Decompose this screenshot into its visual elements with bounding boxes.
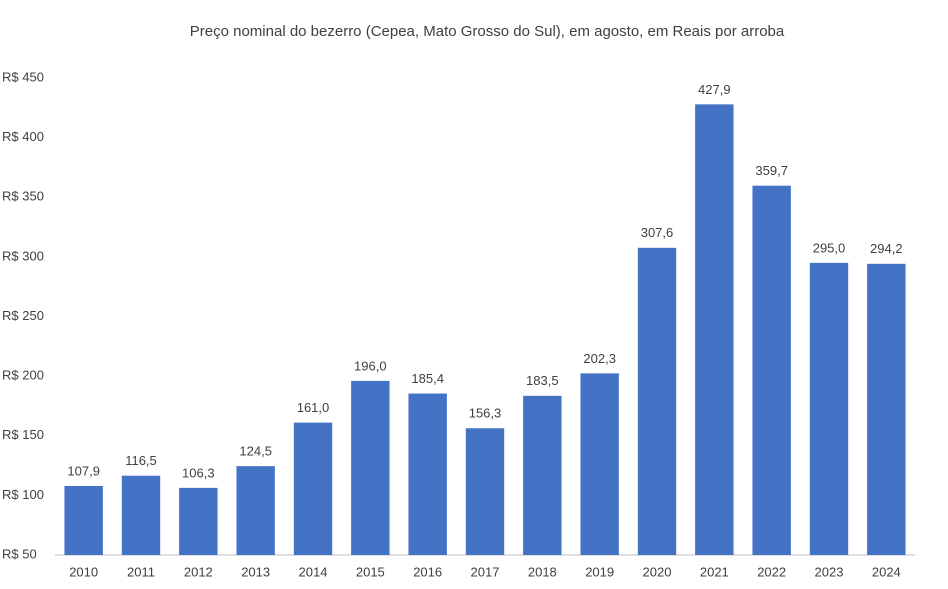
bar bbox=[351, 380, 390, 555]
bar bbox=[465, 428, 505, 555]
x-tick-label: 2021 bbox=[700, 564, 729, 579]
bar bbox=[236, 466, 275, 555]
y-tick-label: R$ 350 bbox=[2, 189, 44, 204]
bar bbox=[408, 393, 447, 555]
x-tick-label: 2012 bbox=[184, 564, 213, 579]
y-tick-label: R$ 300 bbox=[2, 248, 44, 263]
bar bbox=[523, 395, 562, 555]
value-label: 124,5 bbox=[239, 444, 272, 459]
value-label: 107,9 bbox=[67, 463, 100, 478]
value-label: 161,0 bbox=[297, 400, 330, 415]
value-label: 359,7 bbox=[755, 163, 788, 178]
value-label: 202,3 bbox=[583, 351, 616, 366]
value-label: 116,5 bbox=[125, 453, 157, 468]
value-label: 196,0 bbox=[354, 358, 387, 373]
x-tick-label: 2015 bbox=[356, 564, 385, 579]
x-tick-label: 2024 bbox=[872, 564, 901, 579]
bar bbox=[637, 247, 677, 555]
value-label: 427,9 bbox=[698, 82, 731, 97]
bar bbox=[580, 373, 619, 555]
chart-title: Preço nominal do bezerro (Cepea, Mato Gr… bbox=[190, 23, 785, 40]
value-label: 106,3 bbox=[182, 465, 215, 480]
value-label: 307,6 bbox=[641, 225, 674, 240]
value-label: 156,3 bbox=[469, 406, 502, 421]
bar bbox=[293, 422, 333, 555]
x-tick-label: 2013 bbox=[241, 564, 270, 579]
y-tick-label: R$ 400 bbox=[2, 129, 44, 144]
bar bbox=[64, 485, 103, 555]
value-label: 294,2 bbox=[870, 241, 903, 256]
x-tick-label: 2014 bbox=[299, 564, 328, 579]
y-tick-label: R$ 50 bbox=[2, 546, 37, 561]
x-tick-label: 2011 bbox=[127, 564, 155, 579]
y-tick-label: R$ 250 bbox=[2, 308, 44, 323]
bar bbox=[695, 104, 734, 555]
x-tick-label: 2022 bbox=[757, 564, 786, 579]
x-tick-label: 2017 bbox=[471, 564, 500, 579]
x-tick-label: 2016 bbox=[413, 564, 442, 579]
bar bbox=[752, 185, 791, 556]
bar bbox=[121, 475, 161, 555]
x-tick-label: 2010 bbox=[69, 564, 98, 579]
x-tick-label: 2020 bbox=[643, 564, 672, 579]
value-label: 295,0 bbox=[813, 240, 846, 255]
value-label: 183,5 bbox=[526, 373, 559, 388]
value-label: 185,4 bbox=[411, 371, 444, 386]
y-tick-label: R$ 200 bbox=[2, 368, 44, 383]
y-tick-label: R$ 100 bbox=[2, 487, 44, 502]
y-tick-label: R$ 450 bbox=[2, 69, 44, 84]
x-tick-label: 2019 bbox=[585, 564, 614, 579]
y-tick-label: R$ 150 bbox=[2, 427, 44, 442]
bar bbox=[179, 487, 218, 555]
x-tick-label: 2023 bbox=[815, 564, 844, 579]
bar bbox=[809, 262, 849, 555]
bar bbox=[867, 263, 906, 555]
x-tick-label: 2018 bbox=[528, 564, 557, 579]
